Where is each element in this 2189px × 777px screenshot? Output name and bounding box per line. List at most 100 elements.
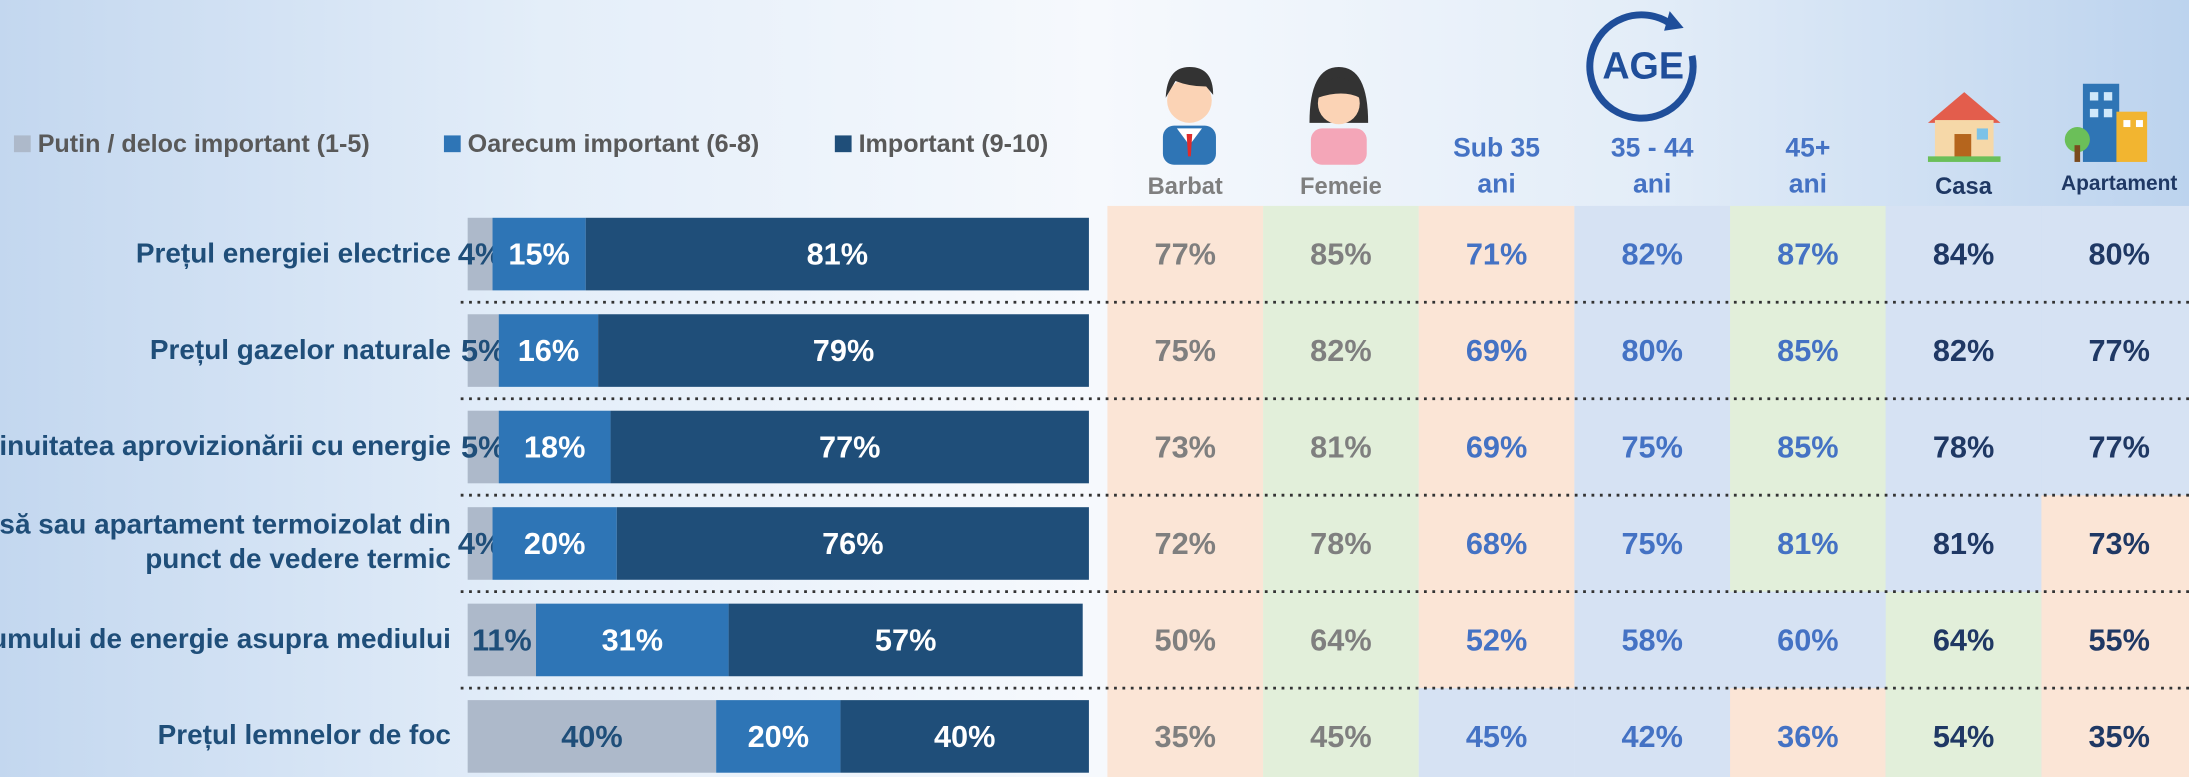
legend-label: Oarecum important (6-8) <box>468 130 760 158</box>
table-cell-bg <box>1418 495 1575 592</box>
bar-segment <box>467 603 537 677</box>
woman-icon <box>1309 67 1369 165</box>
bar-segment <box>498 314 599 387</box>
table-cell-bg <box>1730 398 1886 496</box>
table-cell-bg <box>1730 688 1886 777</box>
table-cell-bg <box>1263 205 1419 303</box>
legend-swatch <box>443 135 461 153</box>
table-cell-bg <box>1730 495 1886 592</box>
table-cell: 85% <box>1310 237 1371 272</box>
table-cell-bg <box>1107 398 1264 496</box>
table-cell: 58% <box>1621 622 1682 657</box>
legend-swatch <box>834 135 852 153</box>
age-icon <box>1586 11 1697 122</box>
bar-segment <box>467 700 717 773</box>
table-cell: 36% <box>1777 719 1838 754</box>
table-cell-bg <box>1574 398 1731 496</box>
category-label: umului de energie asupra mediului <box>0 623 451 655</box>
bar-value-label: 5% <box>461 430 505 465</box>
table-cell: 45% <box>1466 719 1527 754</box>
column-header: Sub 35 ani <box>1453 134 1541 200</box>
table-cell-bg <box>1263 302 1419 399</box>
category-label: Prețul gazelor naturale <box>149 334 451 366</box>
table-cell: 82% <box>1933 333 1994 368</box>
table-cell: 77% <box>2088 333 2149 368</box>
table-cell: 50% <box>1155 622 1216 657</box>
table-cell-bg <box>1885 205 2042 303</box>
bar-value-label: 31% <box>602 622 663 657</box>
table-cell-bg <box>1730 205 1886 303</box>
table-cell-bg <box>1263 398 1419 496</box>
category-label: Prețul energiei electrice <box>135 238 451 269</box>
man-icon <box>1162 67 1216 165</box>
table-cell-bg <box>1885 495 2042 592</box>
bar-value-label: 57% <box>875 622 936 657</box>
table-cell: 35% <box>1155 719 1216 754</box>
table-cell: 77% <box>2088 430 2149 465</box>
bar-segment <box>467 314 499 387</box>
table-cell: 42% <box>1621 719 1682 754</box>
table-cell-bg <box>1885 591 2042 689</box>
table-cell-bg <box>1418 398 1575 496</box>
bar-segment <box>716 700 841 773</box>
table-cell: 52% <box>1466 622 1527 657</box>
bar-segment <box>610 410 1089 484</box>
bar-value-label: 81% <box>807 237 868 272</box>
bar-segment <box>840 700 1089 773</box>
bar-segment <box>498 410 611 484</box>
bar-segment <box>728 603 1083 677</box>
table-cell-bg <box>1418 591 1575 689</box>
bar-segment <box>585 217 1089 291</box>
bar-value-label: 5% <box>461 333 505 368</box>
category-label: să sau apartament termoizolat din punct … <box>0 509 451 576</box>
table-cell-bg <box>1263 495 1419 592</box>
category-label: inuitatea aprovizionării cu energie <box>0 430 451 462</box>
legend-swatch <box>13 135 31 153</box>
bar-value-label: 40% <box>561 719 622 754</box>
table-cell-bg <box>1574 591 1731 689</box>
bar-segment <box>467 410 499 484</box>
table-cell: 75% <box>1155 333 1216 368</box>
bar-segment <box>492 507 617 580</box>
table-cell-bg <box>1730 302 1886 399</box>
bar-value-label: 11% <box>472 622 532 657</box>
table-cell: 72% <box>1155 526 1216 561</box>
table-cell: 87% <box>1777 237 1838 272</box>
table-cell: 78% <box>1933 430 1994 465</box>
table-cell: 82% <box>1310 333 1371 368</box>
age-icon-text: AGE <box>1602 45 1684 87</box>
table-cell: 80% <box>1621 333 1682 368</box>
table-cell-bg <box>1730 591 1886 689</box>
table-cell-bg <box>1107 591 1264 689</box>
table-cell: 82% <box>1621 237 1682 272</box>
bar-segment <box>536 603 729 677</box>
table-cell: 60% <box>1777 622 1838 657</box>
table-cell-bg <box>2041 688 2189 777</box>
bar-value-label: 16% <box>518 333 579 368</box>
table-cell: 73% <box>1155 430 1216 465</box>
table-cell-bg <box>1418 302 1575 399</box>
table-cell: 64% <box>1933 622 1994 657</box>
table-cell-bg <box>2041 205 2189 303</box>
bar-segment <box>598 314 1089 387</box>
table-cell-bg <box>1574 495 1731 592</box>
table-cell-bg <box>2041 398 2189 496</box>
bar-value-label: 79% <box>813 333 874 368</box>
bar-segment <box>467 217 493 291</box>
table-cell: 35% <box>2088 719 2149 754</box>
bar-segment <box>492 217 586 291</box>
bar-value-label: 20% <box>748 719 809 754</box>
legend-label: Important (9-10) <box>859 130 1049 158</box>
table-cell-bg <box>1418 688 1575 777</box>
table-cell: 55% <box>2088 622 2149 657</box>
column-header: Apartament <box>2061 171 2178 196</box>
house-icon <box>1927 92 2001 162</box>
table-cell-bg <box>2041 302 2189 399</box>
table-cell: 85% <box>1777 333 1838 368</box>
column-header: Barbat <box>1147 173 1223 200</box>
table-cell-bg <box>1885 302 2042 399</box>
column-header: Femeie <box>1300 173 1382 200</box>
table-cell: 68% <box>1466 526 1527 561</box>
